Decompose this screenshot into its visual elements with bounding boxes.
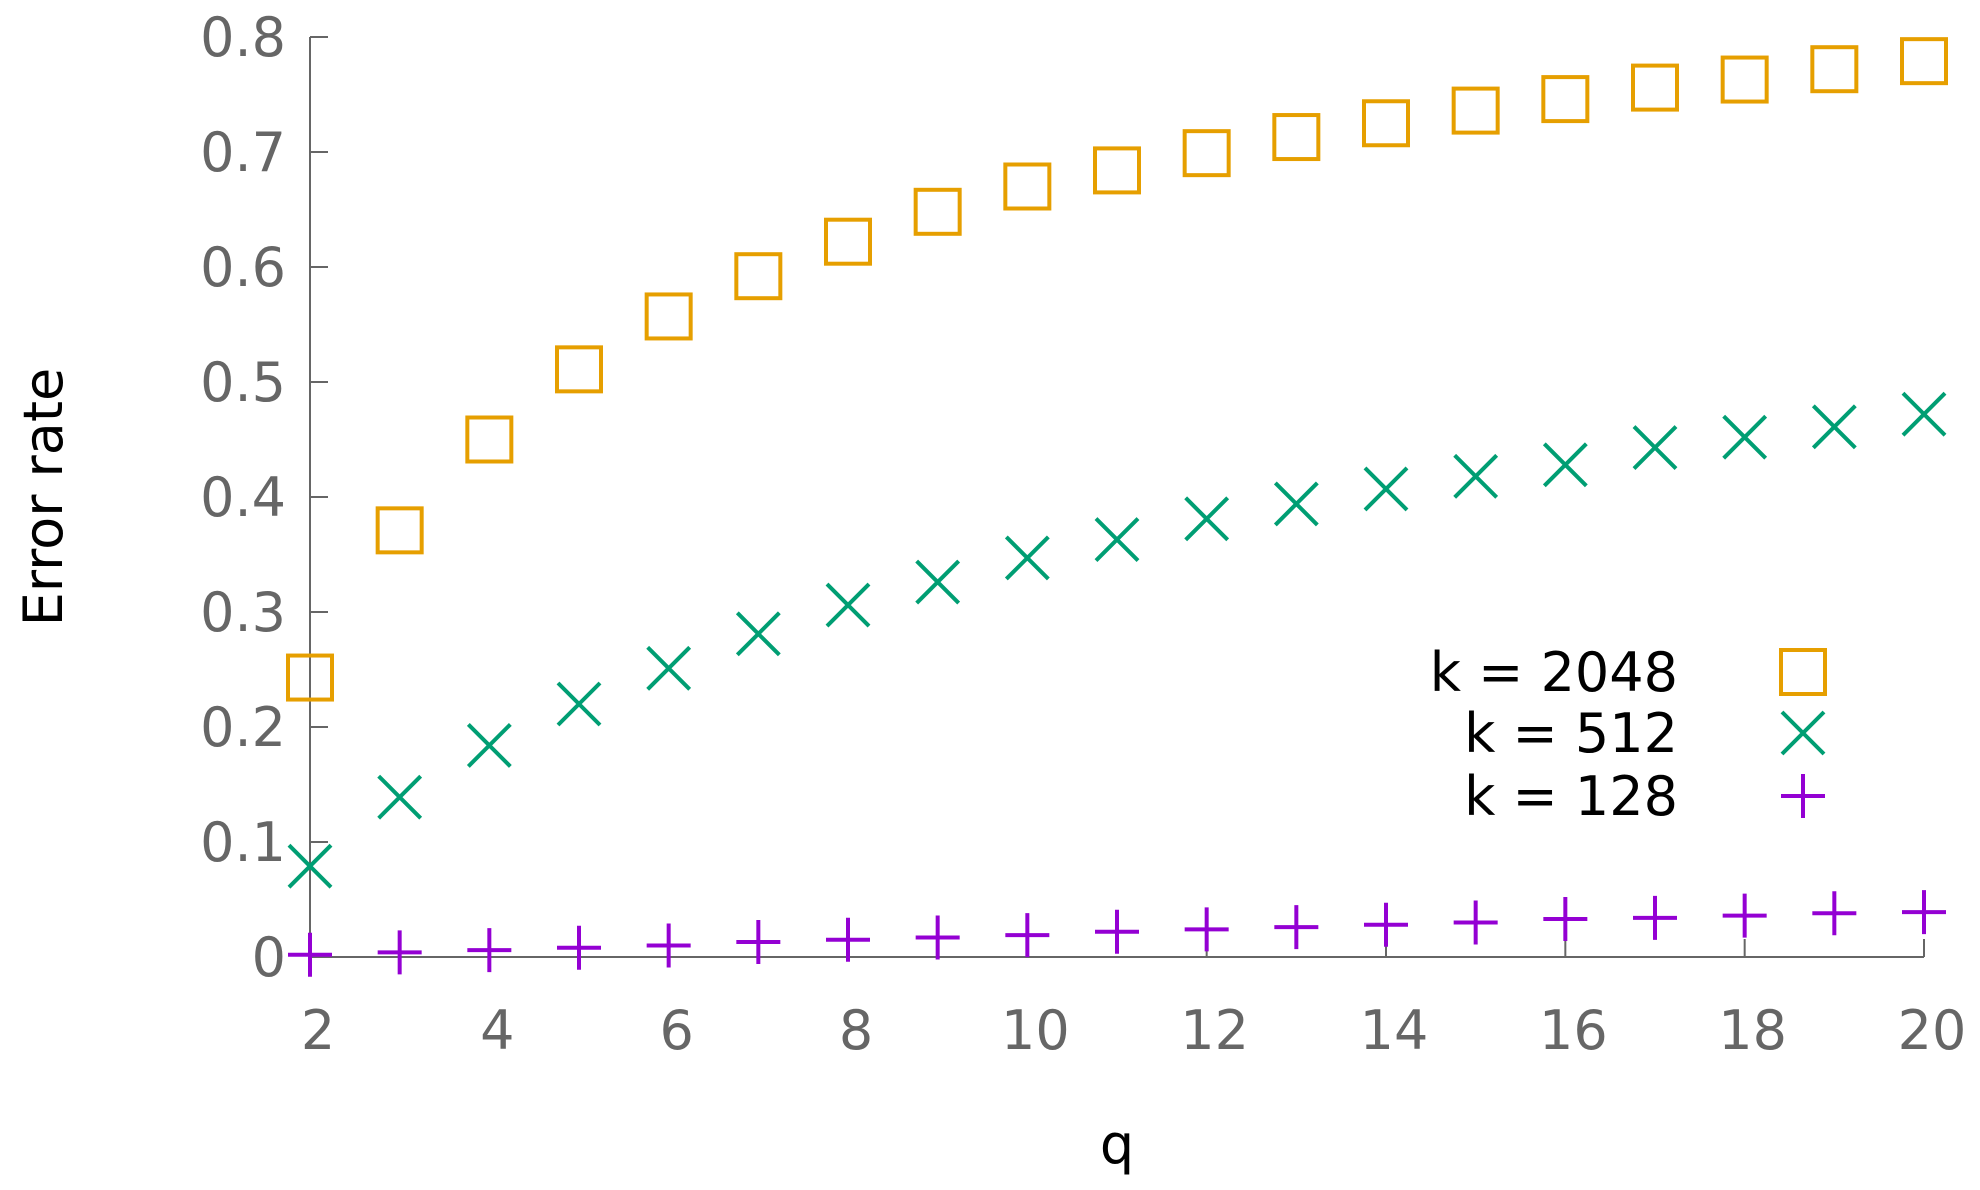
y-tick-label: 0.2	[200, 696, 286, 759]
data-point-x	[825, 582, 871, 628]
data-point-x	[377, 774, 423, 820]
data-point-square	[824, 217, 872, 266]
x-axis-title: q	[1100, 1113, 1134, 1176]
x-tick-label: 2	[301, 999, 335, 1062]
y-tick-label: 0.5	[200, 351, 286, 414]
data-point-x	[287, 843, 333, 889]
series-x	[287, 391, 1947, 889]
data-point-x	[556, 681, 602, 727]
data-point-x	[1184, 496, 1230, 542]
y-tick-label: 0	[252, 926, 286, 989]
data-point-plus	[1633, 895, 1677, 940]
data-point-plus	[1543, 897, 1588, 942]
data-point-square	[1541, 75, 1590, 124]
data-point-x	[1004, 535, 1050, 581]
data-point-plus	[736, 920, 781, 965]
x-tick-label: 20	[1898, 999, 1967, 1062]
data-point-plus	[1184, 907, 1229, 952]
data-point-plus	[377, 930, 422, 975]
legend-label: k = 512	[1464, 702, 1678, 765]
x-tick-label: 10	[1001, 999, 1070, 1062]
data-point-plus	[646, 923, 691, 968]
x-tick-label: 4	[480, 999, 514, 1062]
data-point-square	[1182, 129, 1231, 178]
data-point-square	[1900, 37, 1948, 86]
data-point-square	[286, 653, 334, 702]
data-point-square	[1272, 113, 1321, 162]
y-tick-label: 0.7	[200, 121, 286, 184]
data-point-plus	[915, 915, 960, 960]
data-point-x	[1094, 517, 1140, 562]
data-point-plus	[557, 925, 601, 970]
data-point-x	[735, 611, 781, 657]
data-point-x	[1901, 391, 1947, 437]
data-point-x	[915, 559, 961, 605]
y-tick-label: 0.6	[200, 236, 286, 299]
data-point-square	[1093, 146, 1141, 195]
data-point-square	[644, 292, 693, 341]
x-tick-label: 16	[1539, 999, 1608, 1062]
data-point-square	[1720, 55, 1769, 104]
data-point-square	[1631, 63, 1679, 112]
data-point-square	[1810, 45, 1859, 94]
data-point-square	[1362, 99, 1410, 148]
data-point-x	[646, 645, 692, 691]
legend-label: k = 2048	[1430, 641, 1678, 704]
data-point-plus	[1274, 905, 1319, 950]
series-square	[286, 37, 1948, 702]
data-point-plus	[1364, 902, 1408, 947]
legend-marker-square	[1779, 648, 1827, 696]
x-tick-label: 12	[1180, 999, 1249, 1062]
data-point-plus	[467, 928, 512, 973]
y-tick-label: 0.3	[200, 581, 286, 644]
legend-marker-plus	[1781, 774, 1825, 818]
x-tick-label: 8	[839, 999, 873, 1062]
data-point-plus	[288, 932, 332, 977]
data-point-square	[1451, 86, 1500, 135]
y-tick-label: 0.8	[200, 6, 286, 69]
data-point-x	[1542, 442, 1588, 488]
data-point-plus	[1095, 909, 1139, 954]
data-point-x	[1453, 453, 1499, 499]
series-plus	[288, 890, 1946, 977]
data-marks	[286, 37, 1948, 977]
data-point-square	[375, 506, 424, 555]
x-tick-label: 18	[1718, 999, 1787, 1062]
y-tick-label: 0.1	[200, 811, 286, 874]
data-point-plus	[1722, 893, 1767, 938]
data-point-plus	[1005, 913, 1050, 958]
y-axis-title: Error rate	[12, 368, 75, 626]
data-point-plus	[1902, 890, 1946, 935]
legend-label: k = 128	[1464, 765, 1678, 828]
data-point-x	[1811, 404, 1857, 450]
data-point-square	[555, 345, 603, 394]
data-point-square	[465, 415, 514, 464]
legend-marker-x	[1780, 710, 1826, 756]
x-tick-label: 6	[659, 999, 693, 1062]
data-point-square	[913, 187, 962, 236]
y-tick-label: 0.4	[200, 466, 286, 529]
data-point-plus	[1453, 900, 1498, 945]
data-point-x	[466, 722, 512, 768]
ticks: 0 0.1 0.2 0.3 0.4 0.5 0.6 0.7 0.8 2 4 6 8 10 12 14 16 18 2…	[200, 6, 1966, 1062]
data-point-plus	[826, 917, 870, 962]
data-point-square	[1003, 162, 1052, 211]
data-point-x	[1722, 414, 1768, 460]
x-tick-label: 14	[1360, 999, 1429, 1062]
data-point-x	[1632, 425, 1678, 470]
data-point-plus	[1812, 891, 1857, 936]
data-point-x	[1273, 481, 1319, 527]
axes	[309, 37, 1924, 958]
data-point-x	[1363, 466, 1409, 512]
data-point-square	[734, 252, 783, 301]
